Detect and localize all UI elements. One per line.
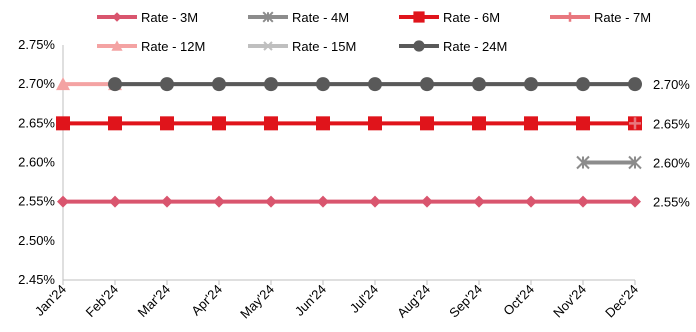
legend-item: Rate - 12M [97, 39, 205, 54]
end-value-label: 2.70% [653, 77, 690, 92]
legend-item: Rate - 15M [248, 39, 356, 54]
series-layer: 2.70% 2.65% 2.60% 2.55% [56, 77, 690, 210]
data-point [212, 116, 226, 131]
series-rate-4m [576, 155, 642, 170]
data-point [629, 117, 641, 130]
y-tick-label: 2.75% [18, 37, 55, 52]
legend-label: Rate - 3M [141, 10, 198, 25]
x-tick-label: Nov'24 [550, 282, 589, 321]
data-point [420, 116, 434, 131]
data-point [160, 116, 174, 131]
data-point [421, 195, 433, 208]
y-tick-label: 2.55% [18, 194, 55, 209]
data-point [56, 116, 70, 131]
data-point [473, 195, 485, 208]
x-tick-label: Jun'24 [292, 282, 329, 319]
legend-swatch-marker [413, 40, 425, 52]
data-point [576, 116, 590, 131]
data-point [161, 195, 173, 208]
legend-item: Rate - 24M [399, 39, 507, 54]
y-tick-label: 2.50% [18, 233, 55, 248]
data-point [316, 77, 330, 92]
legend-swatch-marker [111, 40, 123, 51]
legend-item: Rate - 4M [248, 10, 349, 25]
data-point [108, 116, 122, 131]
data-point [213, 195, 225, 208]
y-tick-label: 2.65% [18, 115, 55, 130]
legend-label: Rate - 4M [292, 10, 349, 25]
end-value-label: 2.55% [653, 195, 690, 210]
x-tick-label: Jan'24 [32, 282, 69, 319]
end-value-label: 2.65% [653, 116, 690, 131]
x-tick-label: Feb'24 [83, 282, 121, 320]
x-tick-label: Oct'24 [500, 282, 537, 319]
legend-item: Rate - 3M [97, 10, 198, 25]
series-rate-24m [108, 77, 642, 92]
data-point [369, 195, 381, 208]
x-tick-label: Jul'24 [347, 282, 381, 316]
data-point [576, 155, 590, 170]
end-value-label: 2.60% [653, 156, 690, 171]
data-point [524, 116, 538, 131]
legend-label: Rate - 6M [443, 10, 500, 25]
legend-label: Rate - 24M [443, 39, 507, 54]
series-rate-3m [57, 195, 641, 208]
y-tick-label: 2.70% [18, 76, 55, 91]
data-point [420, 77, 434, 92]
series-rate-6m [56, 116, 642, 131]
legend-label: Rate - 12M [141, 39, 205, 54]
legend-swatch-marker [262, 11, 274, 23]
data-point [472, 77, 486, 92]
y-tick-label: 2.45% [18, 272, 55, 287]
x-tick-label: May'24 [237, 282, 277, 322]
data-point [628, 155, 642, 170]
data-point [265, 195, 277, 208]
data-point [629, 195, 641, 208]
data-point [57, 195, 69, 208]
legend-item: Rate - 7M [550, 10, 651, 25]
legend-label: Rate - 15M [292, 39, 356, 54]
x-tick-label: Apr'24 [188, 282, 225, 319]
chart-legend: Rate - 3M Rate - 4M Rate - 6M Rate - 7M Rate… [97, 10, 651, 54]
data-point [628, 77, 642, 92]
data-point [368, 116, 382, 131]
x-tick-label: Aug'24 [394, 282, 433, 321]
data-point [317, 195, 329, 208]
data-point [524, 77, 538, 92]
y-tick-label: 2.60% [18, 155, 55, 170]
data-point [109, 195, 121, 208]
series-rate-7m [629, 117, 641, 130]
data-point [264, 116, 278, 131]
data-point [160, 77, 174, 92]
data-point [212, 77, 226, 92]
legend-swatch-marker [112, 12, 122, 22]
legend-swatch-marker [565, 12, 575, 22]
legend-swatch-marker [413, 11, 425, 23]
data-point [108, 77, 122, 92]
x-tick-label: Mar'24 [135, 282, 173, 320]
data-point [56, 77, 70, 91]
data-point [525, 195, 537, 208]
legend-label: Rate - 7M [594, 10, 651, 25]
data-point [576, 77, 590, 92]
legend-swatch-marker [263, 41, 273, 51]
legend-item: Rate - 6M [399, 10, 500, 25]
data-point [472, 116, 486, 131]
data-point [577, 195, 589, 208]
data-point [368, 77, 382, 92]
data-point [264, 77, 278, 92]
x-tick-label: Sep'24 [446, 282, 485, 321]
data-point [316, 116, 330, 131]
x-tick-label: Dec'24 [602, 282, 641, 321]
